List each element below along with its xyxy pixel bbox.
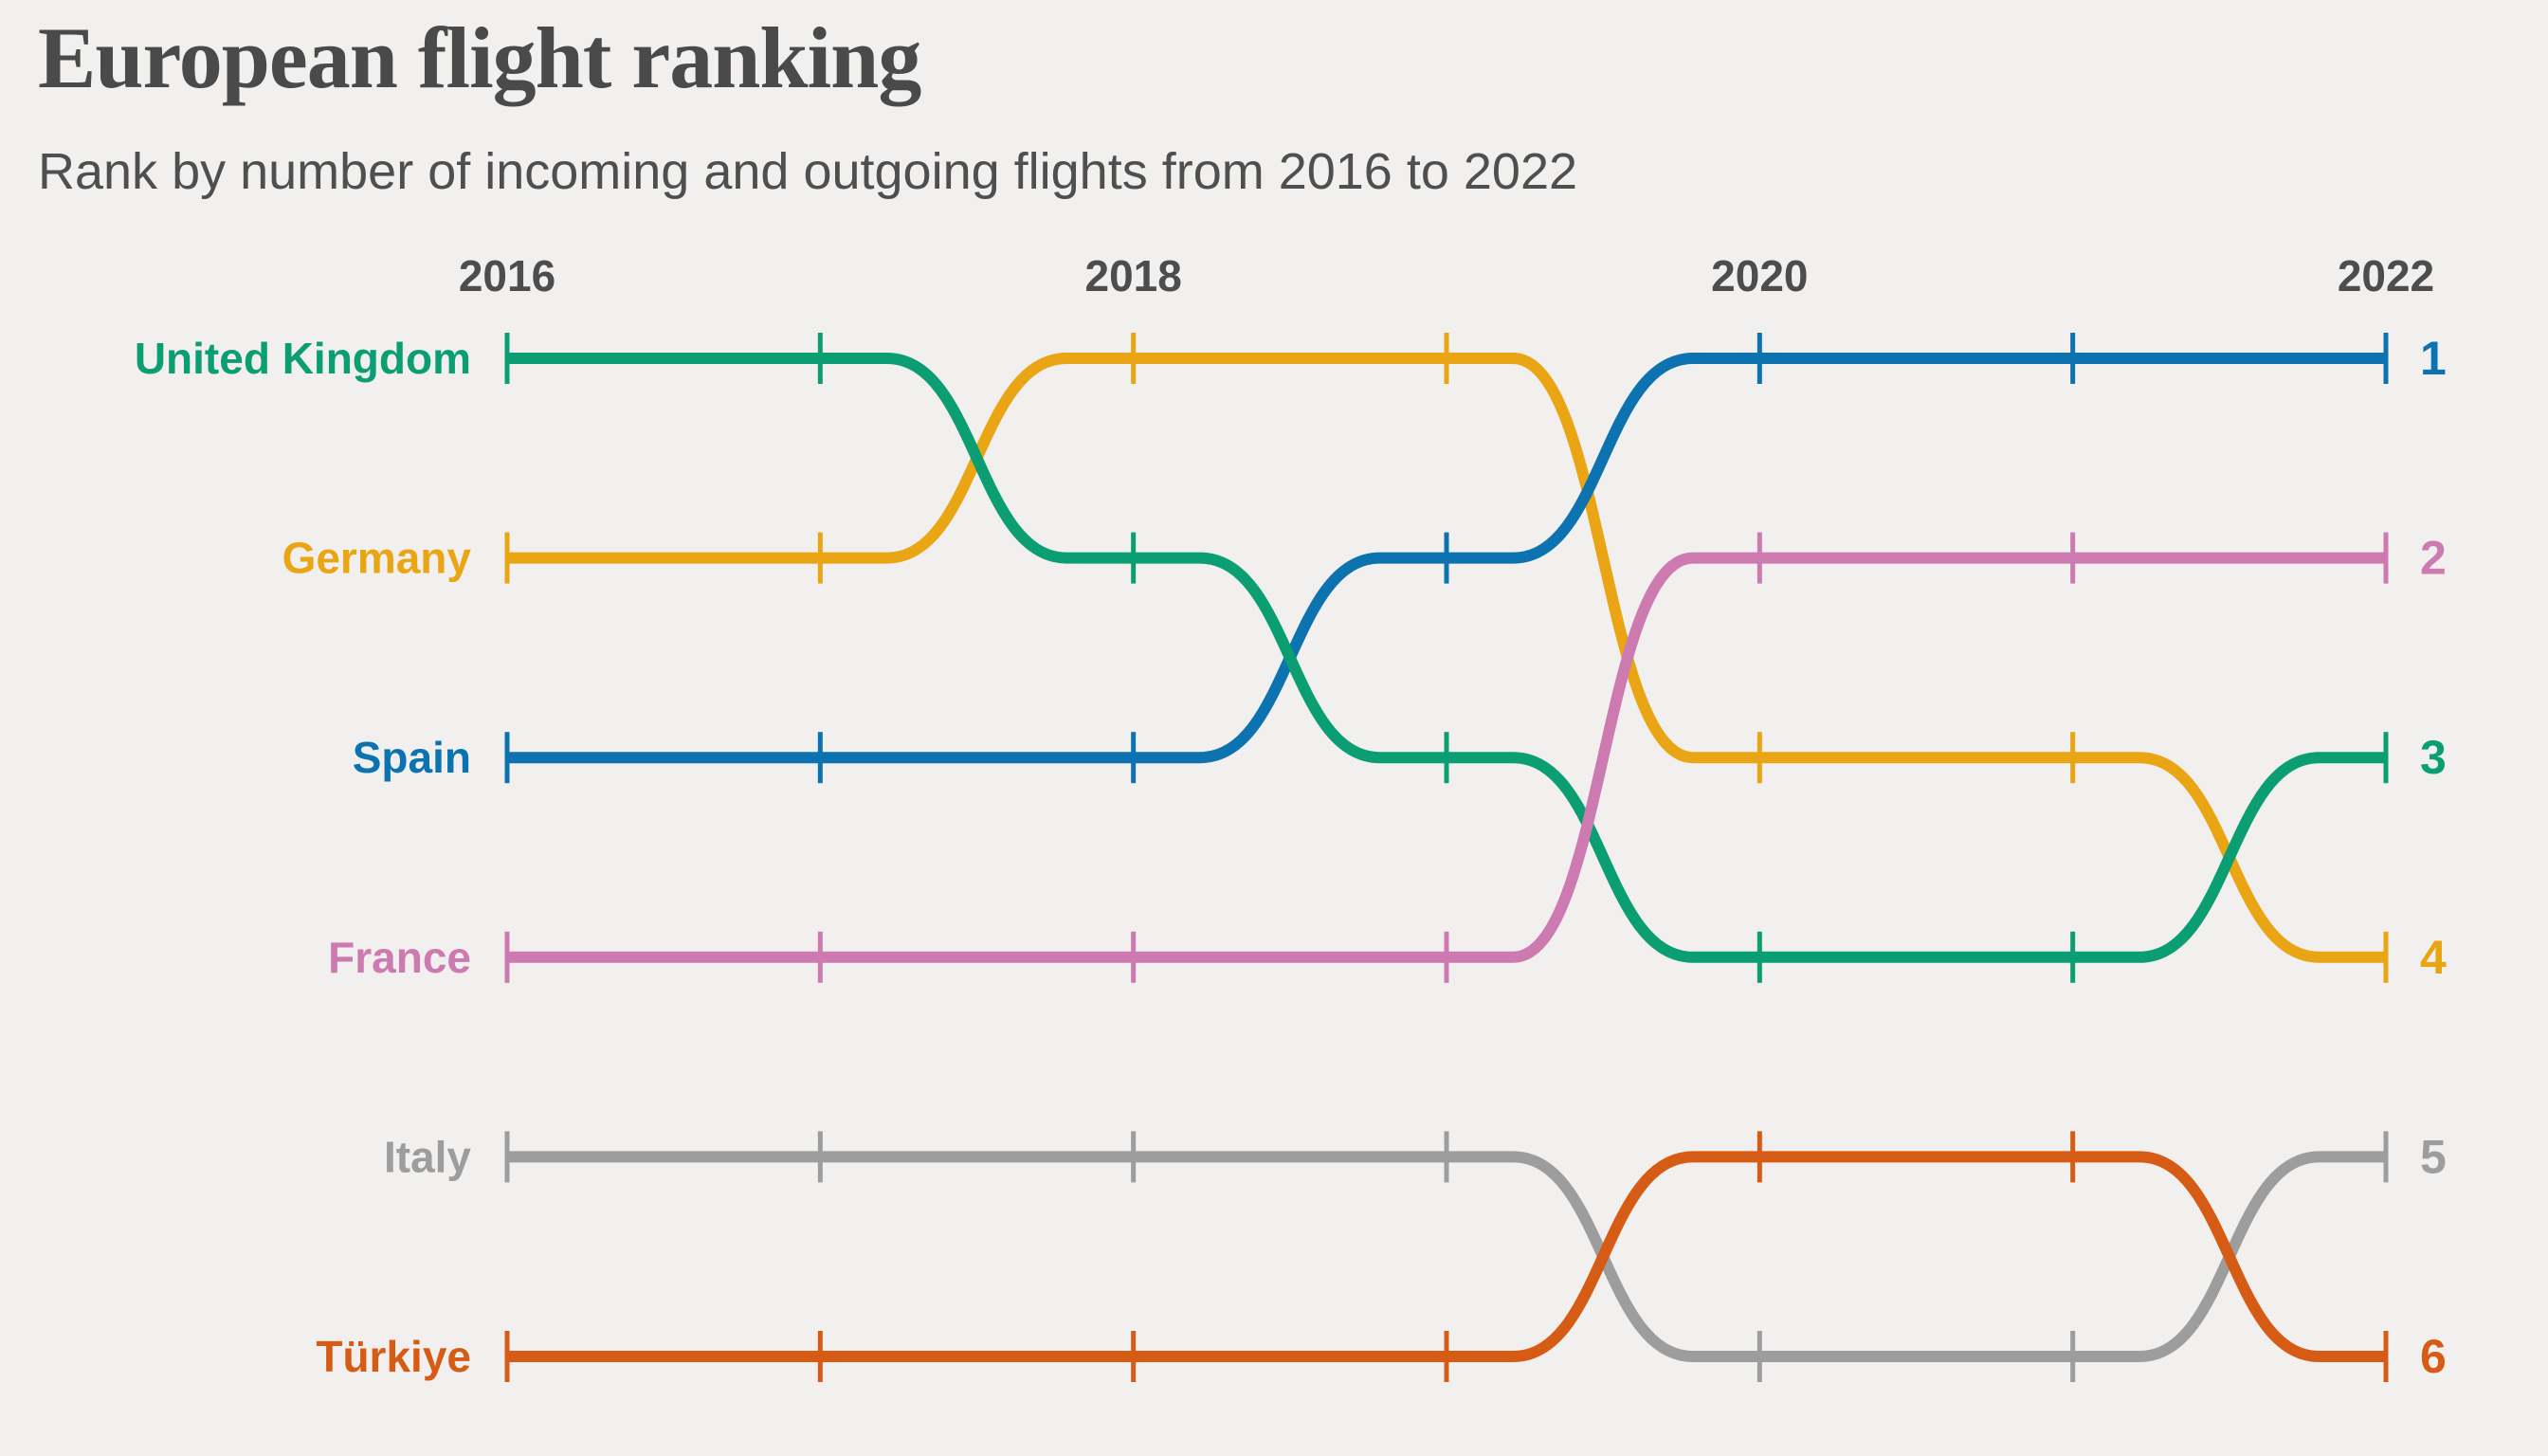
page-title: European flight ranking	[38, 9, 921, 106]
rank-label: 6	[2420, 1330, 2447, 1383]
bump-line	[507, 353, 2386, 963]
rank-label: 1	[2420, 332, 2447, 385]
country-label: United Kingdom	[135, 334, 471, 383]
year-axis-label: 2022	[2338, 251, 2434, 300]
rank-label: 2	[2420, 532, 2447, 585]
bump-line	[507, 1151, 2386, 1362]
rank-label: 3	[2420, 731, 2447, 784]
bump-line	[507, 353, 2386, 764]
bump-line	[507, 353, 2386, 963]
bump-line	[507, 1151, 2386, 1362]
page-subtitle: Rank by number of incoming and outgoing …	[38, 143, 1578, 200]
bump-line	[507, 552, 2386, 963]
country-label: Italy	[384, 1132, 471, 1181]
country-label: France	[328, 933, 471, 982]
rank-label: 5	[2420, 1130, 2447, 1183]
year-axis-label: 2018	[1084, 251, 1181, 300]
year-axis-label: 2020	[1711, 251, 1808, 300]
country-label: Türkiye	[316, 1332, 471, 1381]
year-axis-label: 2016	[459, 251, 555, 300]
country-label: Germany	[282, 534, 472, 583]
rank-label: 4	[2420, 931, 2447, 984]
country-label: Spain	[353, 733, 471, 782]
